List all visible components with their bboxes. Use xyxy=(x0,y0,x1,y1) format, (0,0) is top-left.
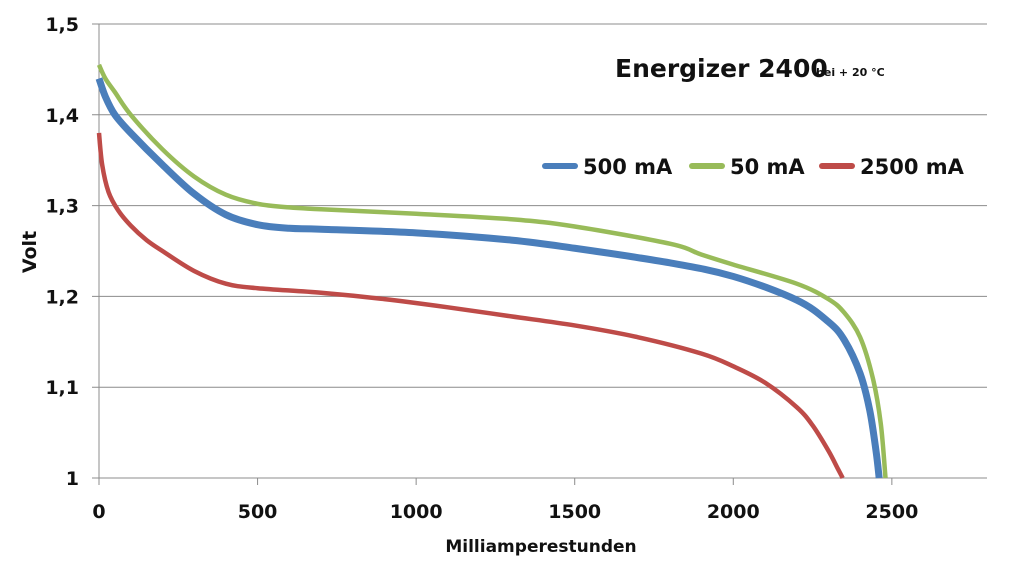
chart-subtitle: bei + 20 °C xyxy=(816,66,885,79)
y-tick-label: 1 xyxy=(66,468,79,490)
x-axis-label: Milliamperestunden xyxy=(445,537,636,557)
y-axis: 1 1,1 1,2 1,3 1,4 1,5 xyxy=(45,14,79,490)
x-tick-label: 0 xyxy=(92,501,105,523)
chart-title: Energizer 2400 xyxy=(615,54,828,83)
x-tick-label: 1500 xyxy=(548,501,601,523)
grid-lines xyxy=(92,23,987,479)
legend-label: 500 mA xyxy=(583,155,673,179)
y-tick-label: 1,4 xyxy=(45,105,79,127)
y-tick-label: 1,3 xyxy=(45,196,79,218)
x-tick-label: 500 xyxy=(238,501,278,523)
x-tick-label: 2500 xyxy=(865,501,918,523)
x-tick-label: 1000 xyxy=(390,501,443,523)
series-line-50-ma xyxy=(96,63,888,479)
x-tick-label: 2000 xyxy=(707,501,760,523)
series-lines xyxy=(95,63,888,480)
legend-label: 50 mA xyxy=(730,155,805,179)
y-tick-label: 1,5 xyxy=(45,14,79,36)
y-tick-label: 1,1 xyxy=(45,377,79,399)
x-axis: 0 500 1000 1500 2000 2500 xyxy=(92,24,918,523)
legend: 500 mA 50 mA 2500 mA xyxy=(542,155,965,179)
series-line-2500-ma xyxy=(96,132,845,480)
y-axis-label: Volt xyxy=(19,231,41,273)
legend-label: 2500 mA xyxy=(860,155,965,179)
series-line-500-ma xyxy=(95,77,883,479)
y-tick-label: 1,2 xyxy=(45,286,79,308)
